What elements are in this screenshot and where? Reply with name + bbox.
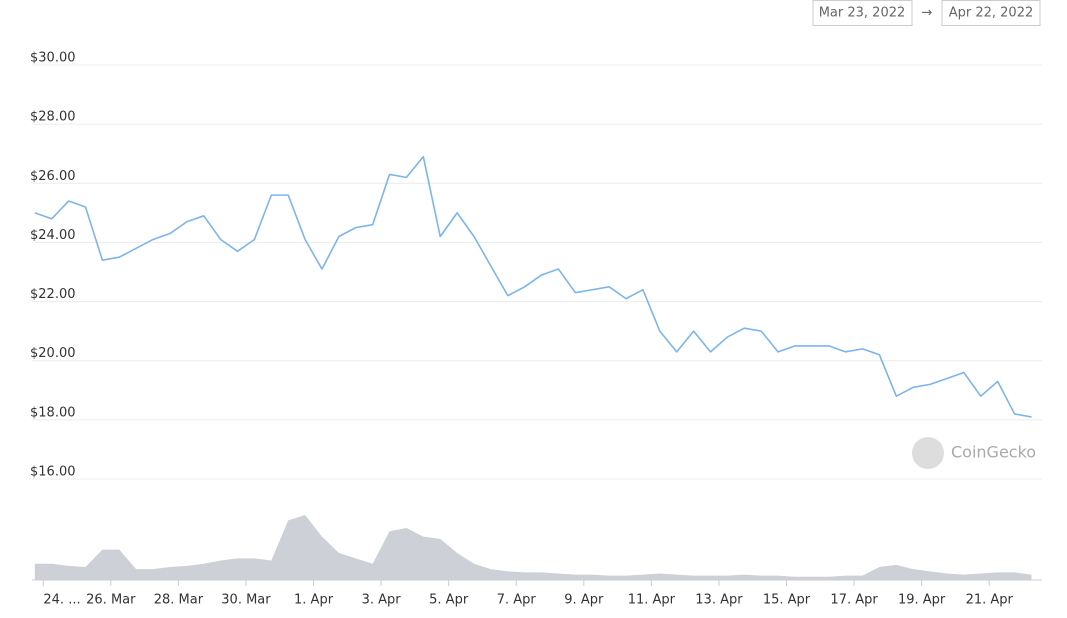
y-tick-label: $24.00 [30,228,76,243]
x-tick-label: 7. Apr [497,593,537,608]
x-tick-label: 24. ... [43,593,80,608]
x-tick-label: 9. Apr [564,593,604,608]
x-tick-label: 17. Apr [830,593,878,608]
y-tick-label: $26.00 [30,169,76,184]
date-to[interactable]: Apr 22, 2022 [949,6,1034,21]
x-tick-label: 3. Apr [362,593,402,608]
x-tick-label: 15. Apr [763,593,811,608]
date-from[interactable]: Mar 23, 2022 [819,6,906,21]
y-tick-label: $16.00 [30,465,76,480]
date-arrow: → [922,6,933,21]
x-tick-label: 28. Mar [154,593,204,608]
x-tick-label: 30. Mar [221,593,271,608]
price-line [34,155,1032,418]
date-from-box[interactable] [812,0,913,26]
watermark-logo [912,437,944,469]
y-tick-label: $22.00 [30,287,76,302]
date-to-box[interactable] [941,0,1041,26]
x-tick-label: 11. Apr [628,593,676,608]
y-tick-label: $28.00 [30,110,76,125]
volume-area [34,515,1032,580]
y-tick-label: $20.00 [30,346,76,361]
x-tick-label: 5. Apr [429,593,469,608]
x-tick-label: 21. Apr [966,593,1014,608]
watermark: CoinGecko [951,443,1036,462]
y-tick-label: $18.00 [30,405,76,420]
x-tick-label: 1. Apr [294,593,334,608]
x-tick-label: 13. Apr [695,593,743,608]
y-tick-label: $30.00 [30,51,76,66]
x-tick-label: 19. Apr [898,593,946,608]
x-tick-label: 26. Mar [86,593,136,608]
